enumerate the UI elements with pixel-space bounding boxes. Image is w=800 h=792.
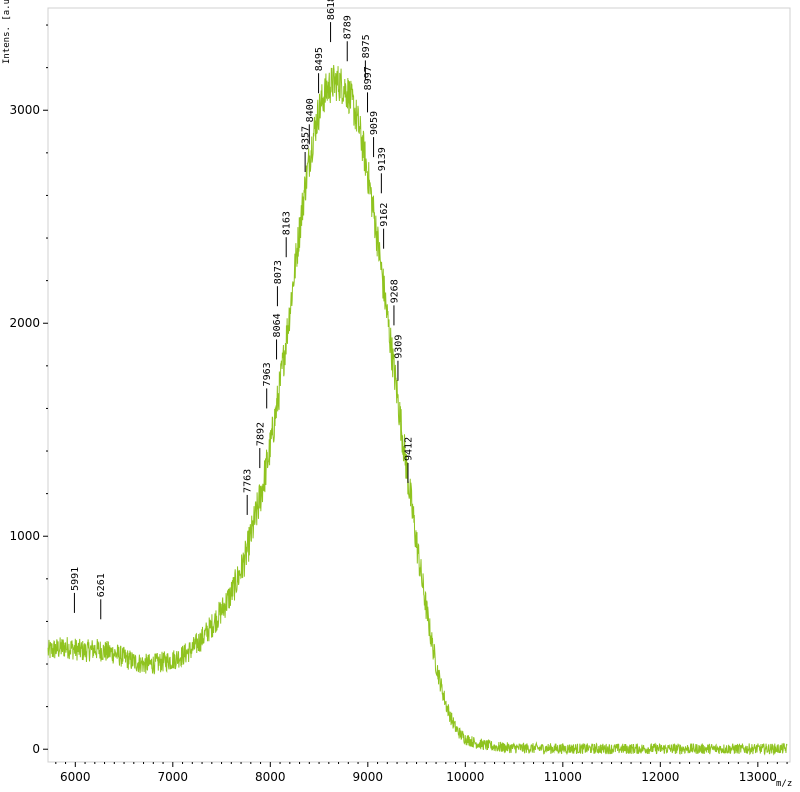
- peak-label: 8997: [363, 66, 374, 90]
- peak-label-layer: 5991 6261 7763 7892 7963 8064 8073 8163 8357 8400…: [70, 0, 414, 620]
- y-tick-label: 0: [32, 742, 40, 756]
- x-axis-title: m/z: [776, 779, 792, 789]
- peak-label: 8400: [305, 98, 316, 122]
- plot-frame: [47, 7, 791, 763]
- x-tick-label: 10000: [446, 770, 484, 784]
- peak-label: 8789: [343, 15, 354, 39]
- y-tick-label: 3000: [9, 103, 40, 117]
- x-tick-label: 11000: [544, 770, 582, 784]
- peak-label: 9412: [403, 437, 414, 461]
- peak-label: 9268: [389, 279, 400, 303]
- x-tick-label: 6000: [60, 770, 91, 784]
- series-layer: [47, 64, 788, 756]
- peak-label: 9059: [369, 111, 380, 135]
- peak-label: 9162: [379, 203, 390, 227]
- y-tick-label: 1000: [9, 529, 40, 543]
- peak-label: 8618: [326, 0, 337, 20]
- x-tick-label: 13000: [739, 770, 777, 784]
- peak-label: 8073: [273, 260, 284, 284]
- axes: [47, 7, 791, 763]
- peak-label: 5991: [70, 567, 81, 591]
- peak-label: 9139: [377, 147, 388, 171]
- x-tick-label: 8000: [255, 770, 286, 784]
- tick-layer: 6000 7000 8000 9000 10000 11000 12000 13000 0 100…: [9, 24, 788, 784]
- peak-label: 8975: [361, 34, 372, 58]
- peak-label: 8495: [314, 47, 325, 71]
- x-tick-label: 9000: [353, 770, 384, 784]
- peak-label: 9309: [393, 335, 404, 359]
- y-tick-label: 2000: [9, 316, 40, 330]
- peak-label: 6261: [96, 573, 107, 597]
- y-axis-title: Intens. [a.u.]: [2, 0, 12, 64]
- peak-label: 8357: [301, 126, 312, 150]
- spectrum-line: [47, 64, 788, 756]
- peak-label: 7963: [262, 362, 273, 386]
- peak-label: 7892: [255, 422, 266, 446]
- peak-label: 7763: [243, 469, 254, 493]
- x-tick-label: 12000: [641, 770, 679, 784]
- peak-label: 8064: [272, 313, 283, 337]
- peak-label: 8163: [282, 211, 293, 235]
- x-tick-label: 7000: [158, 770, 189, 784]
